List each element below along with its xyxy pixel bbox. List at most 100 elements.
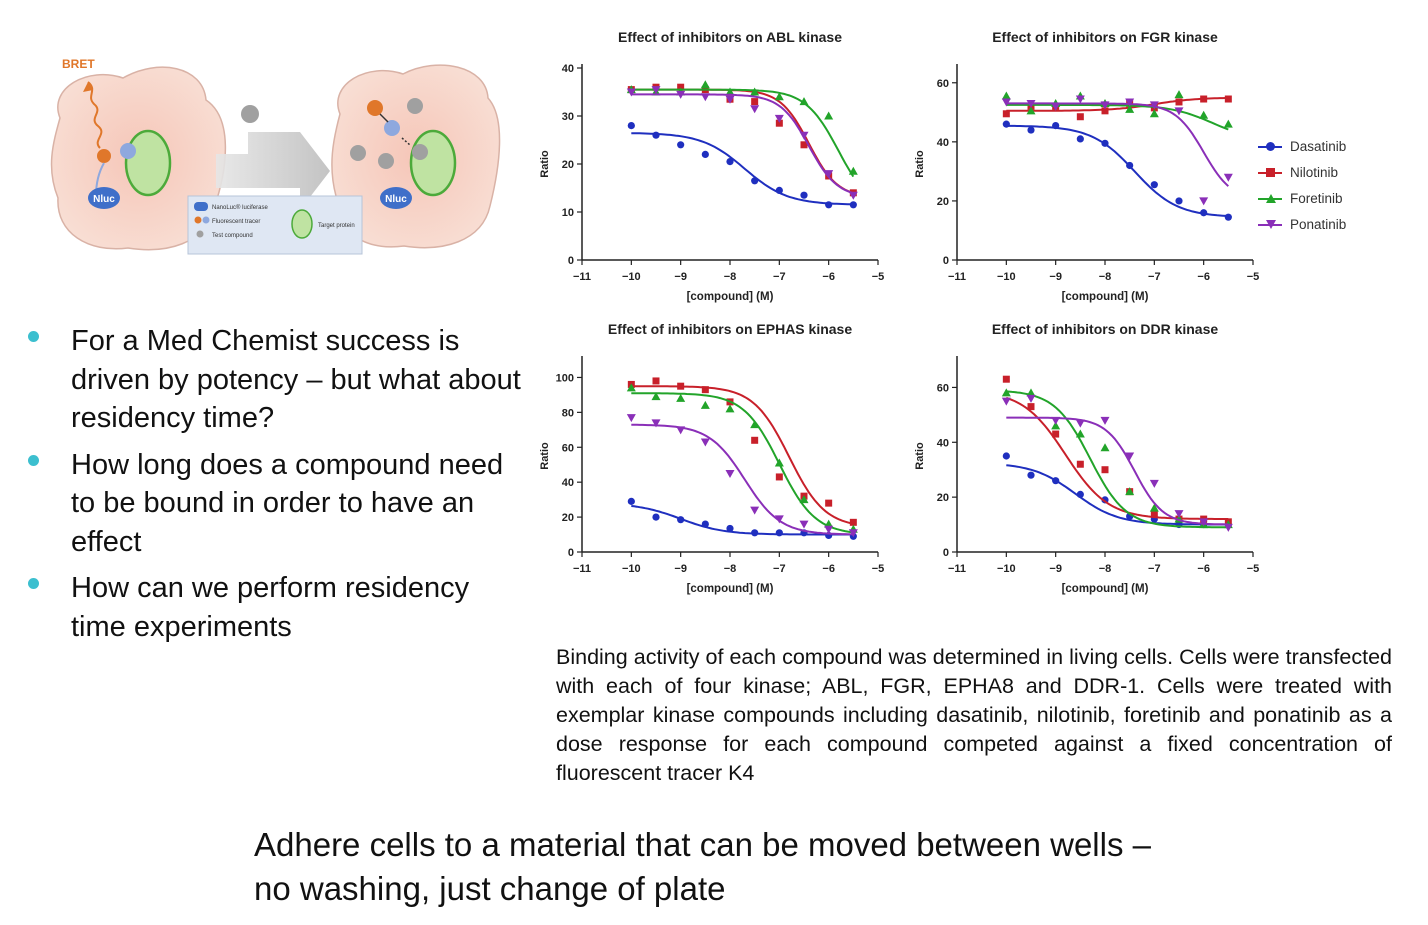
data-point-foretinib bbox=[1125, 104, 1135, 113]
data-point-nilotinib bbox=[1224, 95, 1232, 103]
data-point-ponatinib bbox=[1001, 98, 1011, 107]
x-axis-label: [compound] (M) bbox=[687, 583, 774, 595]
x-tick-label: −10 bbox=[622, 563, 641, 575]
data-point-dasatinib bbox=[825, 201, 833, 209]
data-point-nilotinib bbox=[849, 518, 857, 526]
y-tick-label: 40 bbox=[562, 63, 574, 75]
data-point-foretinib bbox=[700, 400, 710, 409]
data-point-foretinib bbox=[1001, 91, 1011, 100]
x-tick-label: −9 bbox=[674, 563, 687, 575]
data-point-dasatinib bbox=[1052, 122, 1060, 130]
bullet-text: For a Med Chemist success is driven by p… bbox=[71, 325, 521, 434]
data-point-ponatinib bbox=[725, 469, 735, 478]
data-point-foretinib bbox=[1026, 388, 1036, 397]
data-point-dasatinib bbox=[1126, 161, 1134, 170]
data-point-foretinib bbox=[750, 420, 760, 429]
data-point-dasatinib bbox=[751, 177, 759, 185]
x-axis-label: [compound] (M) bbox=[1062, 583, 1149, 595]
y-tick-label: 40 bbox=[937, 137, 949, 149]
data-point-foretinib bbox=[1199, 110, 1209, 119]
chart-epha-svg: Effect of inhibitors on EPHAS kinase 0 20 4… bbox=[539, 321, 885, 595]
fit-curve-nilotinib bbox=[1005, 396, 1229, 520]
legend-marker-triangle-down bbox=[1266, 220, 1276, 229]
data-point-foretinib bbox=[824, 111, 834, 120]
y-tick-label: 20 bbox=[562, 512, 574, 524]
data-point-dasatinib bbox=[652, 131, 660, 139]
data-point-ponatinib bbox=[1149, 479, 1159, 488]
data-point-nilotinib bbox=[1150, 510, 1158, 518]
bullet-list: For a Med Chemist success is driven by p… bbox=[28, 322, 528, 654]
data-point-ponatinib bbox=[774, 515, 784, 524]
data-point-ponatinib bbox=[1051, 102, 1061, 111]
data-point-dasatinib bbox=[726, 158, 734, 166]
x-tick-label: −6 bbox=[822, 271, 835, 283]
y-tick-label: 40 bbox=[562, 477, 574, 489]
bullet-item: How can we perform residency time experi… bbox=[28, 569, 528, 646]
legend-label: Nilotinib bbox=[1290, 165, 1339, 180]
x-tick-label: −5 bbox=[872, 271, 885, 283]
legend-label: Ponatinib bbox=[1290, 217, 1347, 232]
data-point-ponatinib bbox=[750, 506, 760, 515]
fit-curve-ponatinib bbox=[1006, 416, 1229, 526]
chart-ddr-svg: Effect of inhibitors on DDR kinase 0 20 40 6… bbox=[914, 321, 1259, 595]
y-tick-label: 60 bbox=[937, 78, 949, 90]
data-point-dasatinib bbox=[1052, 477, 1060, 485]
legend-item-foretinib: Foretinib bbox=[1252, 186, 1422, 212]
y-axis-label: Ratio bbox=[539, 150, 551, 178]
cell-left: Nluc BRET bbox=[50, 57, 227, 251]
data-point-nilotinib bbox=[1200, 95, 1208, 103]
data-point-nilotinib bbox=[701, 386, 709, 394]
chart-title: Effect of inhibitors on EPHAS kinase bbox=[608, 321, 852, 337]
data-point-nilotinib bbox=[800, 141, 808, 149]
data-point-foretinib bbox=[774, 92, 784, 101]
data-point-ponatinib bbox=[1125, 452, 1135, 461]
legend-marker-circle bbox=[1266, 142, 1275, 151]
fit-curve-dasatinib bbox=[631, 132, 854, 206]
data-point-dasatinib bbox=[1150, 181, 1158, 189]
chart-title: Effect of inhibitors on DDR kinase bbox=[992, 321, 1219, 337]
x-tick-label: −11 bbox=[948, 563, 966, 575]
data-point-nilotinib bbox=[825, 499, 833, 507]
fit-curve-dasatinib bbox=[1006, 464, 1229, 526]
data-point-foretinib bbox=[725, 87, 735, 96]
chart-abl-svg: Effect of inhibitors on ABL kinase 0 10 20 3… bbox=[539, 29, 885, 303]
x-tick-label: −5 bbox=[872, 563, 885, 575]
y-tick-label: 0 bbox=[943, 547, 949, 559]
data-point-ponatinib bbox=[651, 86, 661, 95]
chart-title: Effect of inhibitors on FGR kinase bbox=[992, 29, 1218, 45]
data-point-dasatinib bbox=[775, 529, 783, 537]
data-point-nilotinib bbox=[1002, 375, 1010, 383]
data-point-dasatinib bbox=[800, 191, 808, 199]
data-point-ponatinib bbox=[626, 88, 636, 97]
x-tick-label: −7 bbox=[773, 271, 786, 283]
x-tick-label: −8 bbox=[1099, 563, 1112, 575]
y-tick-label: 0 bbox=[943, 255, 949, 267]
x-tick-label: −10 bbox=[997, 563, 1016, 575]
x-tick-label: −11 bbox=[573, 271, 591, 283]
data-point-ponatinib bbox=[725, 95, 735, 104]
transition-arrow bbox=[216, 105, 330, 210]
data-point-foretinib bbox=[1174, 90, 1184, 99]
data-point-foretinib bbox=[1026, 106, 1036, 115]
data-point-ponatinib bbox=[626, 414, 636, 423]
data-point-ponatinib bbox=[1075, 419, 1085, 428]
bret-label: BRET bbox=[62, 57, 95, 71]
fit-curve-foretinib bbox=[631, 88, 855, 178]
x-tick-label: −9 bbox=[1049, 271, 1062, 283]
data-point-dasatinib bbox=[1224, 213, 1232, 221]
data-point-foretinib bbox=[725, 404, 735, 413]
data-point-dasatinib bbox=[1200, 209, 1208, 217]
fit-curve-ponatinib bbox=[631, 93, 854, 195]
fit-curve-dasatinib bbox=[1006, 124, 1229, 217]
chart-epha: Effect of inhibitors on EPHAS kinase 0 20 4… bbox=[530, 316, 890, 608]
data-point-foretinib bbox=[750, 87, 760, 96]
bullet-dot-icon bbox=[28, 331, 39, 342]
bullet-dot-icon bbox=[28, 454, 39, 466]
data-point-ponatinib bbox=[676, 426, 686, 435]
data-point-foretinib bbox=[824, 519, 834, 528]
data-point-ponatinib bbox=[799, 131, 809, 140]
diagram-legend-target: Target protein bbox=[318, 223, 355, 229]
data-point-dasatinib bbox=[1076, 490, 1084, 498]
x-tick-label: −6 bbox=[1197, 271, 1210, 283]
data-point-nilotinib bbox=[677, 83, 685, 91]
